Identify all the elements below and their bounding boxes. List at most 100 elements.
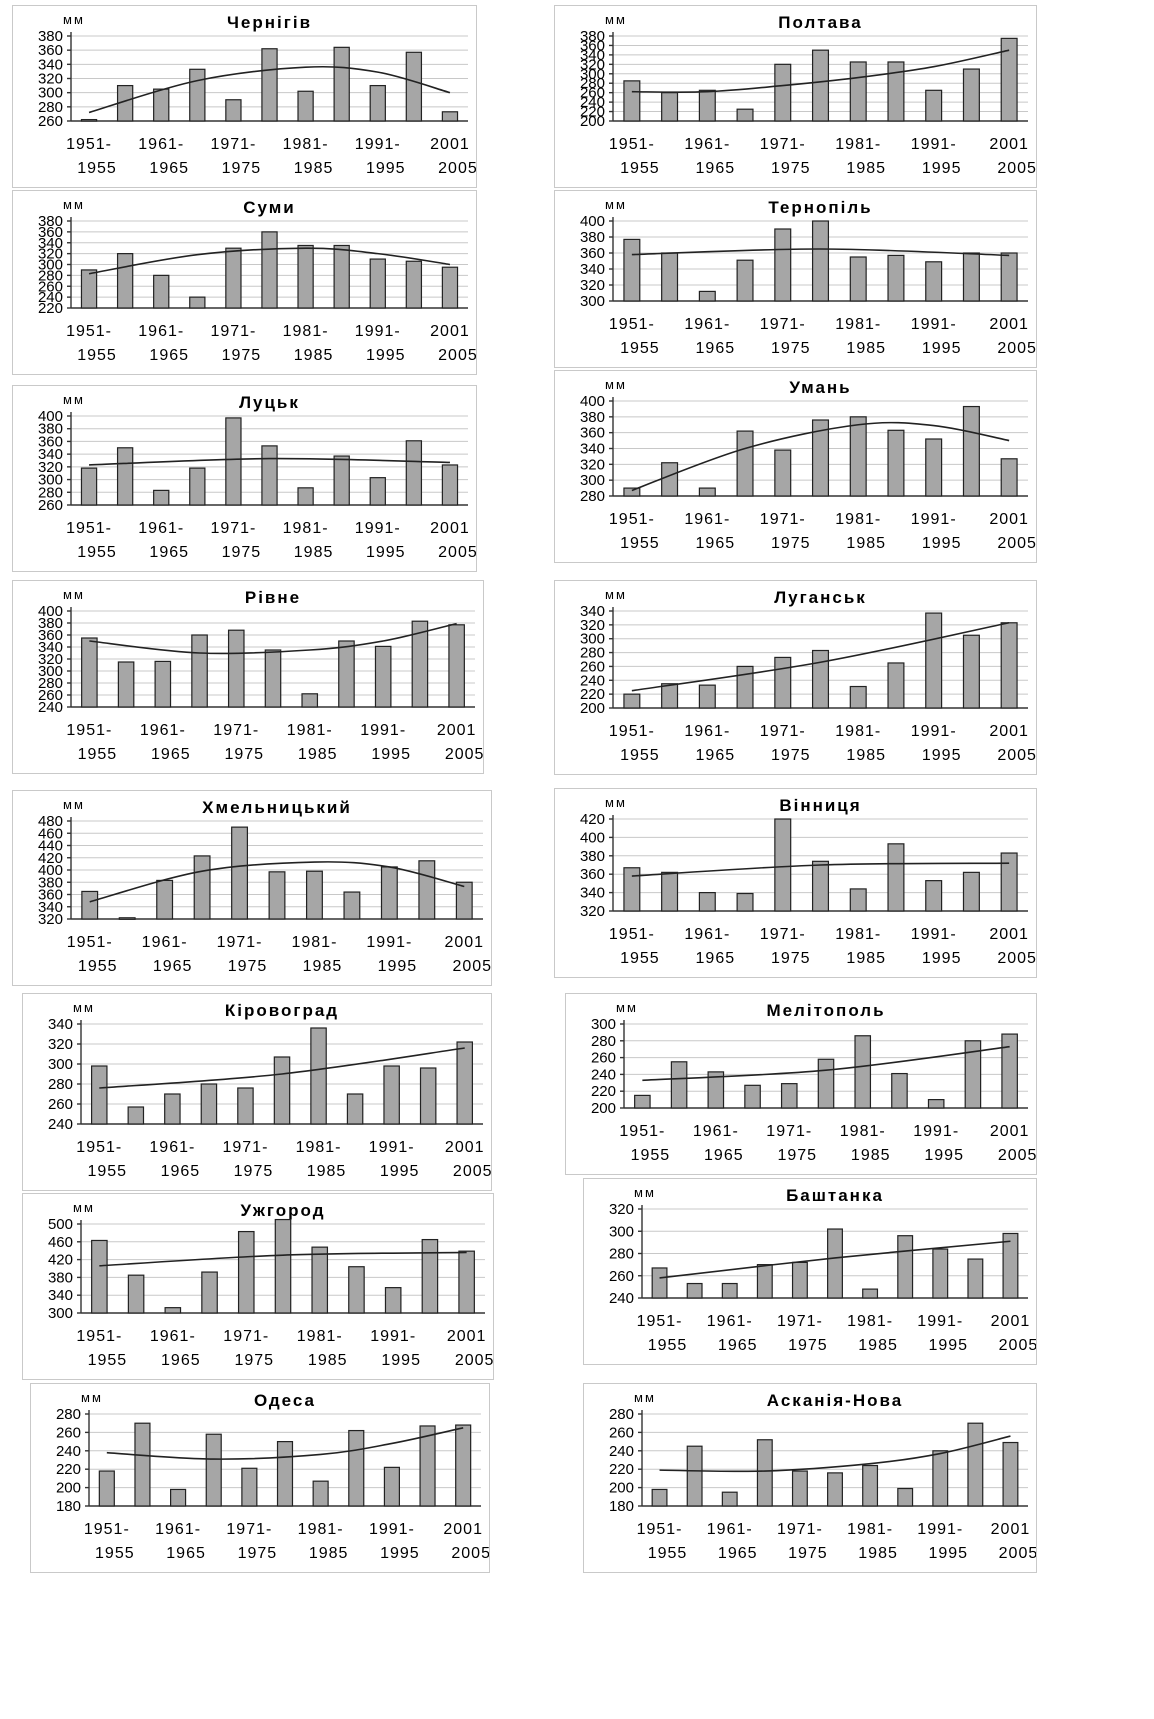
y-tick-label: 260	[609, 1268, 634, 1285]
x-tick-label: 1951-	[637, 1313, 683, 1330]
y-tick-label: 360	[38, 433, 63, 450]
x-tick-label: 1965	[696, 950, 736, 967]
chart-panel: Вінниця мм 320 340 360 380 400 420 1951- 1955 1961…	[554, 788, 1037, 978]
y-tick-label: 440	[38, 838, 63, 855]
bar	[962, 405, 980, 497]
y-tick-label: 260	[56, 1424, 81, 1441]
y-tick-label: 240	[38, 289, 63, 306]
bar	[661, 252, 679, 302]
y-tick-label: 220	[56, 1461, 81, 1478]
bar	[756, 1264, 773, 1299]
y-tick-label: 400	[580, 829, 605, 846]
y-tick-label: 280	[38, 99, 63, 116]
x-tick-label: 1955	[78, 958, 118, 975]
x-tick-label: 1951-	[609, 723, 655, 740]
x-tick-label: 1995	[371, 746, 411, 763]
bar	[827, 1228, 843, 1299]
bar	[756, 1439, 773, 1507]
x-tick-label: 1955	[631, 1147, 671, 1164]
y-tick-label: 220	[38, 300, 63, 317]
y-tick-label: 260	[38, 497, 63, 514]
x-tick-label: 1991-	[355, 136, 401, 153]
chart-panel: Тернопіль мм 300 320 340 360 380 400 1951- 1955 19…	[554, 190, 1037, 368]
y-tick-label: 220	[580, 686, 605, 703]
x-tick-label: 1951-	[66, 323, 112, 340]
y-tick-label: 320	[38, 246, 63, 263]
x-tick-label: 1991-	[911, 316, 957, 333]
y-tick-label: 360	[580, 37, 605, 54]
bar	[862, 1464, 879, 1507]
bar	[811, 649, 830, 709]
bar-chart: Баштанка мм 240 260 280 300 320 1951- 1955 1961- 1…	[609, 1185, 1036, 1354]
y-tick-label: 400	[580, 393, 605, 410]
bar	[118, 917, 136, 920]
y-tick-label: 260	[580, 85, 605, 102]
trend-line	[631, 621, 1010, 692]
bar	[448, 624, 465, 708]
bar	[849, 256, 867, 302]
bar	[134, 1422, 151, 1507]
x-tick-label: 1995	[922, 747, 962, 764]
bar	[1000, 252, 1018, 302]
x-tick-label: 1985	[851, 1147, 891, 1164]
x-tick-label: 1961-	[138, 520, 184, 537]
x-tick-label: 1995	[366, 347, 406, 364]
x-tick-label: 1975	[777, 1147, 817, 1164]
bar	[455, 1424, 472, 1507]
bar	[925, 880, 943, 912]
y-tick-label: 340	[38, 235, 63, 252]
x-tick-label: 1951-	[609, 511, 655, 528]
y-tick-label: 320	[38, 651, 63, 668]
x-tick-label: 1981-	[296, 1139, 342, 1156]
y-tick-label: 280	[56, 1406, 81, 1423]
bar-chart: Кіровоград мм 240 260 280 300 320 340 1951- 1955 1…	[48, 1000, 491, 1180]
x-tick-label: 1971-	[217, 934, 263, 951]
bar	[369, 84, 386, 122]
y-tick-label: 320	[48, 1036, 73, 1053]
bar	[153, 88, 170, 122]
bar	[849, 888, 867, 912]
chart-title: Баштанка	[786, 1186, 884, 1205]
bar	[698, 891, 716, 912]
bar	[811, 49, 830, 122]
bar	[891, 1072, 908, 1109]
x-tick-label: 1995	[922, 950, 962, 967]
y-tick-label: 360	[580, 866, 605, 883]
y-tick-label: 240	[38, 699, 63, 716]
bar	[90, 1065, 108, 1125]
bar	[698, 487, 716, 497]
bar	[441, 266, 459, 309]
y-tick-label: 240	[580, 94, 605, 111]
x-tick-label: 2005	[451, 1545, 489, 1562]
x-tick-label: 1975	[234, 1352, 274, 1369]
bar	[827, 1472, 843, 1507]
bar	[127, 1274, 145, 1314]
bar	[817, 1058, 835, 1109]
x-tick-label: 1995	[924, 1147, 964, 1164]
chart-title: Тернопіль	[768, 198, 872, 217]
y-tick-label: 380	[38, 874, 63, 891]
x-tick-label: 1985	[846, 747, 886, 764]
x-tick-label: 1991-	[355, 520, 401, 537]
bar	[191, 634, 208, 708]
x-tick-label: 1985	[846, 340, 886, 357]
bar	[201, 1271, 218, 1314]
y-tick-label: 420	[580, 811, 605, 828]
y-tick-label: 300	[38, 472, 63, 489]
y-unit-label: мм	[616, 1000, 638, 1015]
x-tick-label: 1985	[294, 347, 334, 364]
x-tick-label: 1975	[788, 1337, 828, 1354]
chart-panel: Рівне мм 240 260 280 300 320 340 360 380 400 1951- 1…	[12, 580, 484, 774]
bar	[227, 629, 245, 708]
x-tick-label: 1991-	[911, 926, 957, 943]
bar	[1002, 1441, 1019, 1507]
bar	[897, 1487, 914, 1507]
x-tick-label: 1985	[846, 535, 886, 552]
x-tick-label: 1955	[87, 1163, 127, 1180]
chart-panel: Одеса мм 180 200 220 240 260 280 1951- 1955 1961- 1…	[30, 1383, 490, 1573]
x-tick-label: 1995	[922, 340, 962, 357]
y-tick-label: 180	[56, 1498, 81, 1515]
y-tick-label: 320	[580, 617, 605, 634]
